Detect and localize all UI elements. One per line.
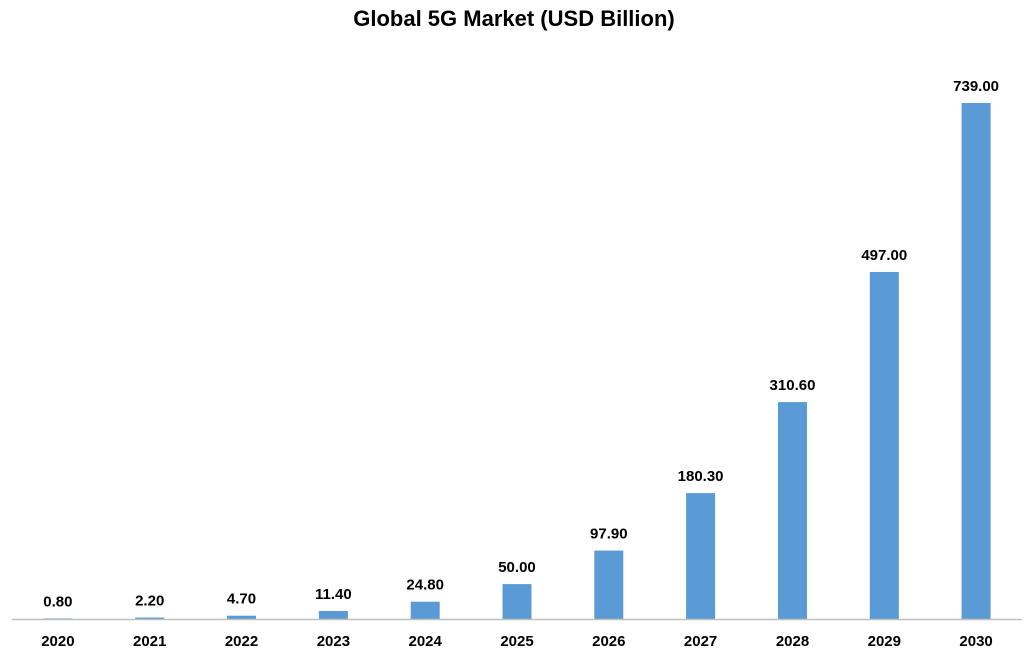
bars-group: [43, 103, 991, 619]
data-label-2026: 97.90: [590, 526, 628, 543]
x-tick-label-2027: 2027: [684, 633, 717, 650]
data-label-2028: 310.60: [770, 377, 816, 394]
bar-2028: [778, 402, 807, 619]
bar-2021: [135, 617, 165, 619]
bar-2023: [318, 611, 348, 619]
data-label-2029: 497.00: [861, 247, 907, 264]
bar-2026: [594, 550, 624, 619]
bar-2030: [961, 103, 991, 619]
bar-2027: [686, 493, 716, 619]
data-label-2021: 2.20: [135, 593, 164, 610]
data-label-2024: 24.80: [406, 577, 444, 594]
bar-2025: [502, 584, 532, 619]
x-tick-label-2026: 2026: [592, 633, 625, 650]
x-tick-label-2025: 2025: [500, 633, 533, 650]
data-label-2023: 11.40: [315, 586, 352, 603]
data-label-2030: 739.00: [953, 78, 999, 95]
x-axis-tick-labels: 2020 2021 2022 2023 2024 2025 2026 2027 2028 2029…: [41, 633, 993, 650]
data-label-2022: 4.70: [227, 591, 256, 608]
x-tick-label-2023: 2023: [317, 633, 350, 650]
x-tick-label-2029: 2029: [868, 633, 901, 650]
bar-2020: [43, 618, 73, 619]
x-tick-label-2022: 2022: [225, 633, 258, 650]
data-labels-group: 0.80 2.20 4.70 11.40 24.80 50.00 97.90 180.30 31…: [43, 78, 999, 610]
bar-2022: [227, 615, 256, 619]
bar-2029: [869, 272, 899, 619]
bar-2024: [410, 601, 440, 619]
data-label-2025: 50.00: [498, 559, 536, 576]
chart-title: Global 5G Market (USD Billion): [353, 6, 675, 31]
x-tick-label-2024: 2024: [409, 633, 443, 650]
x-tick-label-2021: 2021: [133, 633, 166, 650]
x-tick-label-2030: 2030: [959, 633, 992, 650]
data-label-2020: 0.80: [43, 593, 72, 610]
x-tick-label-2028: 2028: [776, 633, 809, 650]
data-label-2027: 180.30: [678, 468, 724, 485]
x-tick-label-2020: 2020: [41, 633, 74, 650]
